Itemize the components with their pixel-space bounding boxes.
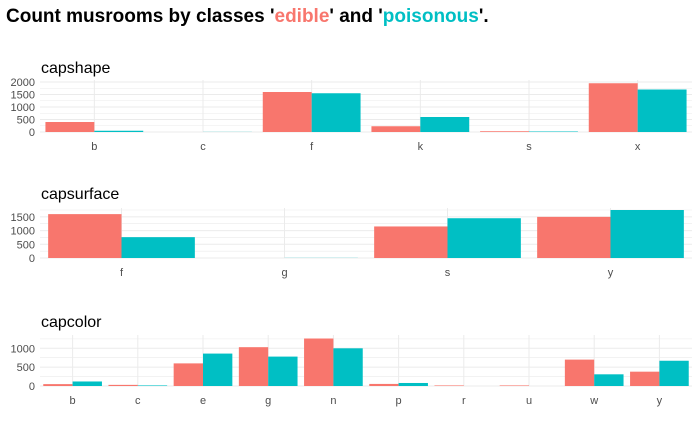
- title-edible: edible: [274, 6, 330, 27]
- x-tick-label: b: [70, 395, 76, 407]
- bar-poisonous-p: [398, 382, 428, 386]
- bar-poisonous-b: [94, 130, 144, 132]
- bar-poisonous-e: [203, 353, 233, 386]
- x-tick-label: r: [462, 395, 466, 407]
- y-tick-label: 500: [17, 115, 35, 127]
- panel-title-capshape: capshape: [41, 60, 110, 77]
- x-tick-label: g: [281, 267, 287, 279]
- bar-edible-x: [588, 83, 638, 132]
- x-tick-label: b: [91, 141, 97, 153]
- y-tick-label: 1000: [11, 102, 35, 114]
- y-tick-label: 0: [29, 253, 35, 265]
- x-tick-label: w: [589, 395, 598, 407]
- x-tick-label: k: [418, 141, 424, 153]
- x-tick-label: g: [265, 395, 271, 407]
- bar-edible-f: [48, 214, 122, 258]
- bar-edible-y: [630, 371, 660, 386]
- x-tick-label: c: [200, 141, 206, 153]
- bar-edible-b: [45, 122, 95, 132]
- bar-edible-w: [564, 359, 595, 386]
- bar-poisonous-c: [137, 385, 168, 386]
- y-tick-label: 1000: [11, 343, 35, 355]
- panel-title-capcolor: capcolor: [41, 314, 102, 331]
- bar-edible-c: [108, 384, 138, 386]
- chart-title: Count musrooms by classes 'edible' and '…: [6, 6, 489, 28]
- bar-poisonous-g: [268, 356, 298, 386]
- x-tick-label: e: [200, 395, 206, 407]
- y-tick-label: 1500: [11, 212, 35, 224]
- title-suffix: '.: [478, 6, 489, 27]
- bar-edible-y: [537, 216, 611, 258]
- title-poisonous: poisonous: [382, 6, 479, 27]
- bar-poisonous-b: [72, 381, 102, 386]
- y-tick-label: 1500: [11, 90, 35, 102]
- bar-poisonous-x: [637, 89, 687, 132]
- x-tick-label: y: [608, 267, 614, 279]
- title-middle: ' and ': [329, 6, 383, 27]
- bar-poisonous-f: [121, 237, 195, 258]
- x-tick-label: f: [120, 267, 124, 279]
- y-tick-label: 1000: [11, 226, 35, 238]
- y-tick-label: 500: [17, 239, 35, 251]
- bar-poisonous-w: [594, 374, 624, 386]
- y-tick-label: 0: [29, 127, 35, 139]
- bar-poisonous-y: [659, 360, 689, 386]
- bar-edible-e: [173, 363, 203, 386]
- title-prefix: Count musrooms by classes ': [6, 6, 275, 27]
- bar-edible-b: [43, 384, 73, 386]
- x-tick-label: n: [330, 395, 336, 407]
- bar-poisonous-f: [311, 93, 361, 132]
- panel-title-capsurface: capsurface: [41, 186, 119, 203]
- bar-edible-f: [262, 92, 312, 132]
- x-tick-label: s: [445, 267, 451, 279]
- bar-poisonous-k: [420, 117, 470, 132]
- y-tick-label: 0: [29, 381, 35, 393]
- x-tick-label: s: [526, 141, 532, 153]
- bar-edible-s: [374, 226, 448, 258]
- bar-poisonous-y: [610, 210, 684, 258]
- x-tick-label: x: [635, 141, 641, 153]
- bar-edible-r: [434, 385, 464, 386]
- bar-edible-k: [371, 126, 421, 132]
- bar-edible-s: [480, 131, 529, 132]
- x-tick-label: f: [310, 141, 314, 153]
- bar-poisonous-n: [333, 348, 363, 386]
- x-tick-label: y: [657, 395, 663, 407]
- bar-edible-g: [238, 347, 269, 386]
- x-tick-label: c: [135, 395, 141, 407]
- y-tick-label: 500: [17, 362, 35, 374]
- bar-edible-p: [369, 383, 399, 386]
- bar-edible-n: [304, 338, 334, 386]
- bar-poisonous-s: [447, 218, 521, 258]
- bar-edible-u: [499, 385, 529, 386]
- x-tick-label: p: [396, 395, 402, 407]
- y-tick-label: 2000: [11, 77, 35, 89]
- x-tick-label: u: [526, 395, 532, 407]
- bar-poisonous-s: [529, 131, 578, 132]
